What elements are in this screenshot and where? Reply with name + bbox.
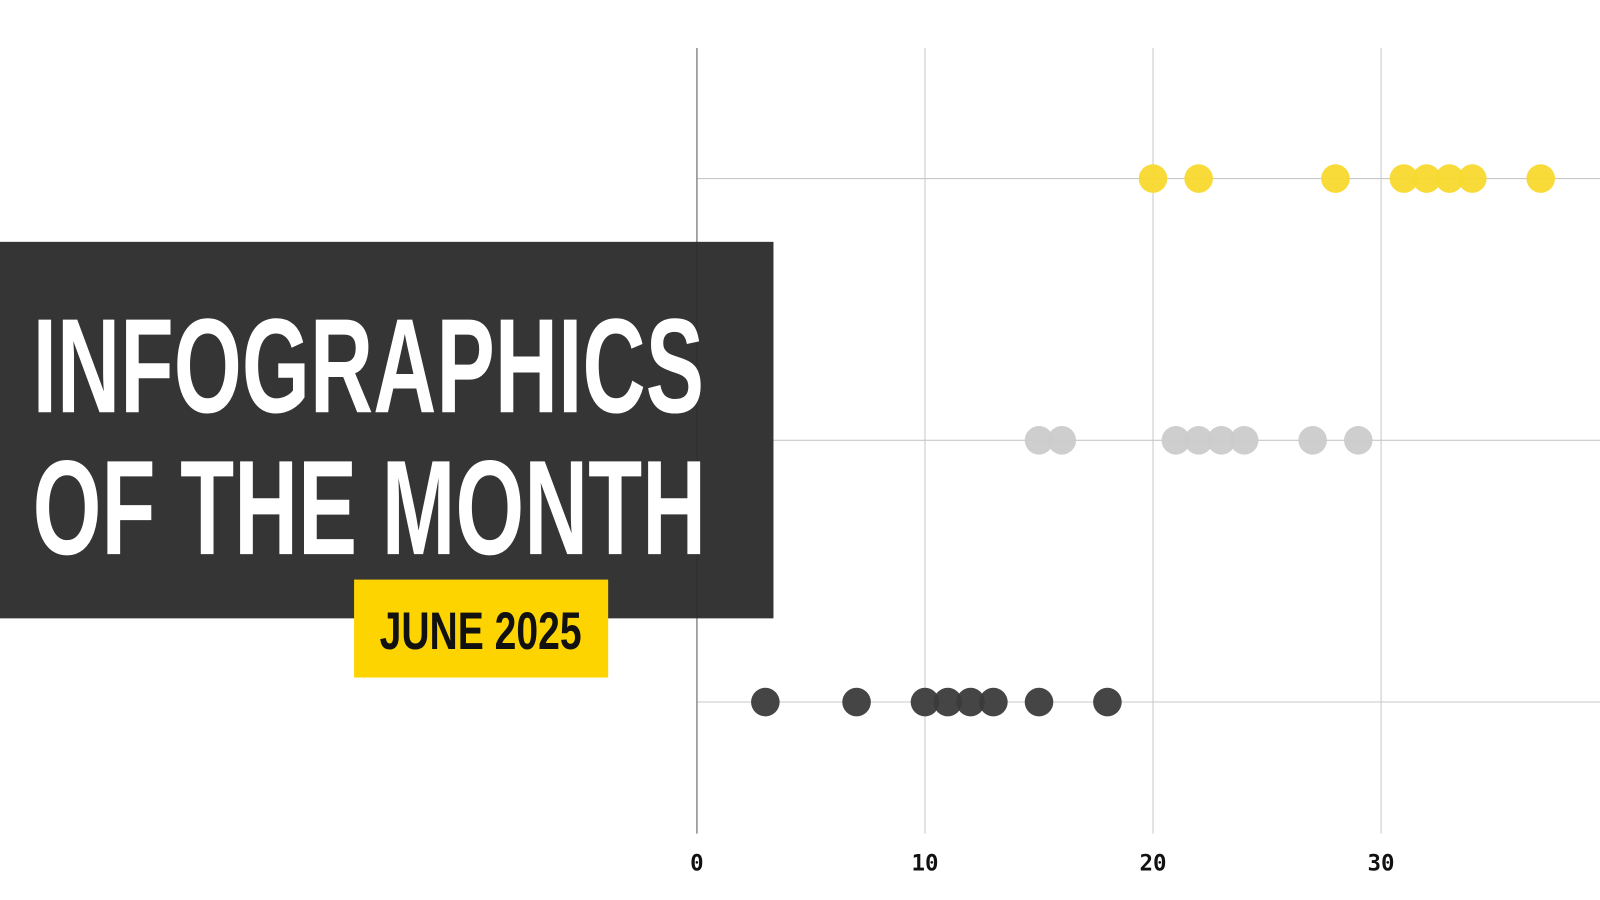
dot xyxy=(1321,164,1350,193)
dot xyxy=(933,687,963,717)
dot xyxy=(1138,164,1168,193)
x-tick-label: 30 xyxy=(1368,850,1395,876)
title-line: OF THE MONTH xyxy=(33,432,706,583)
date-badge xyxy=(354,579,609,678)
dot xyxy=(1526,164,1555,193)
dot xyxy=(1229,426,1259,455)
dot xyxy=(1161,426,1191,455)
dot xyxy=(979,687,1008,717)
dot xyxy=(751,687,780,717)
dot xyxy=(956,687,985,717)
dot xyxy=(910,687,940,717)
dot xyxy=(1047,426,1077,455)
x-tick-label: 20 xyxy=(1140,850,1167,876)
x-tick-label: 0 xyxy=(690,850,704,876)
dot xyxy=(1093,687,1122,717)
chart: 0 10 20 30 xyxy=(690,47,1600,876)
dot xyxy=(1343,426,1373,455)
dot xyxy=(1458,164,1487,193)
dot xyxy=(1389,164,1419,193)
dot xyxy=(1298,426,1327,455)
dot xyxy=(1412,164,1441,193)
dot xyxy=(1184,426,1213,455)
dot xyxy=(1024,426,1054,455)
dot xyxy=(1024,687,1054,717)
dot xyxy=(1207,426,1236,455)
date-text: JUNE 2025 xyxy=(380,602,582,661)
dot xyxy=(1435,164,1464,193)
x-tick-label: 10 xyxy=(911,850,938,876)
title-line: INFOGRAPHICS xyxy=(33,290,704,441)
dot xyxy=(1184,164,1213,193)
title-box xyxy=(0,241,774,619)
dot xyxy=(842,687,871,717)
